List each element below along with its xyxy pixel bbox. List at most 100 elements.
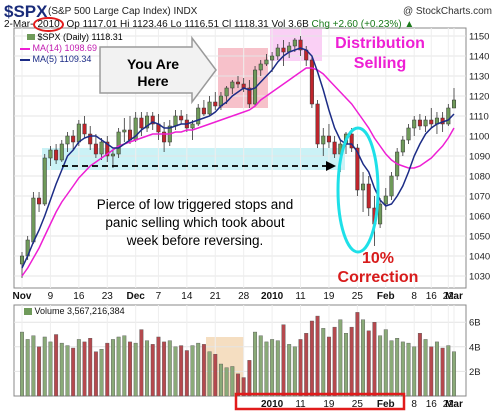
volume-axis-tick: 6B xyxy=(469,318,481,329)
volume-bar xyxy=(338,319,343,397)
candle-up xyxy=(76,123,81,143)
pierce-line2: panic selling which took about xyxy=(105,215,285,230)
you-are-here-arrow-icon xyxy=(99,35,217,105)
correction-line2: Correction xyxy=(337,269,419,286)
volume-x-axis-label: 2010 xyxy=(261,399,284,410)
x-axis-label: 28 xyxy=(238,291,250,302)
candle-up xyxy=(99,141,104,155)
volume-x-axis-label: 19 xyxy=(323,399,335,410)
legend-ma5-label: MA(5) 1109.34 xyxy=(32,54,92,64)
x-axis-label: 2010 xyxy=(261,291,284,302)
volume-bar xyxy=(105,342,110,397)
candle-down xyxy=(105,141,110,157)
candle-up xyxy=(423,119,428,127)
candle-up xyxy=(110,153,115,157)
open-value: Op 1117.01 xyxy=(66,19,118,30)
volume-bar xyxy=(139,329,144,397)
date-prefix: 2-Mar- xyxy=(4,19,34,30)
candle-up xyxy=(412,119,417,129)
candle-up xyxy=(321,135,326,145)
volume-bar xyxy=(349,326,354,397)
volume-bar xyxy=(281,324,286,397)
close-value: Cl 1118.31 xyxy=(221,19,269,30)
candle-down xyxy=(326,135,331,143)
volume-value: Vol 3.6B xyxy=(271,19,309,30)
volume-bar xyxy=(59,342,64,397)
exchange-label: INDX xyxy=(173,6,198,17)
candle-down xyxy=(201,107,206,115)
legend-ma14-label: MA(14) 1098.69 xyxy=(32,43,98,53)
candle-down xyxy=(366,183,371,209)
change-arrow-icon: ▲ xyxy=(404,19,415,30)
volume-bar xyxy=(309,320,314,397)
volume-bar xyxy=(122,335,127,397)
source-label: @ StockCharts.com xyxy=(402,6,492,17)
price-axis-tick: 1130 xyxy=(469,72,489,83)
volume-bar xyxy=(264,341,269,397)
price-axis-tick: 1070 xyxy=(469,192,490,203)
volume-bar xyxy=(207,351,212,397)
candle-up xyxy=(42,157,47,205)
correction-label: 10% Correction xyxy=(330,249,426,287)
volume-bar xyxy=(429,346,434,397)
candle-down xyxy=(417,119,422,127)
legend-price-swatch xyxy=(27,34,35,40)
candle-down xyxy=(332,141,337,155)
price-axis-tick: 1110 xyxy=(469,112,489,123)
candle-down xyxy=(88,133,93,145)
volume-swatch xyxy=(24,308,32,316)
correction-line1: 10% xyxy=(361,250,395,267)
volume-bar xyxy=(241,377,246,397)
price-panel: 1030104010501060107010801090110011101120… xyxy=(13,27,490,302)
candle-up xyxy=(270,55,275,61)
candle-up xyxy=(275,47,280,57)
volume-bar xyxy=(423,339,428,397)
candle-up xyxy=(116,131,121,155)
candle-up xyxy=(196,107,201,125)
candle-up xyxy=(383,195,388,205)
volume-bar xyxy=(326,336,331,397)
volume-bar xyxy=(20,331,24,397)
candle-up xyxy=(207,101,212,115)
volume-x-axis-label: Mar xyxy=(445,399,463,410)
candle-down xyxy=(179,115,184,121)
volume-label-text: Volume 3,567,216,384 xyxy=(34,306,125,316)
candle-up xyxy=(446,107,451,125)
volume-bar xyxy=(156,336,161,397)
distribution-line2: Selling xyxy=(353,55,407,72)
legend-ma5-swatch xyxy=(20,58,30,61)
candle-down xyxy=(139,117,144,129)
volume-x-axis-label: 8 xyxy=(411,399,417,410)
candle-up xyxy=(122,129,127,133)
candle-down xyxy=(349,133,354,149)
candle-up xyxy=(190,123,195,129)
x-axis-label: Dec xyxy=(127,291,146,302)
x-axis-label: 19 xyxy=(323,291,335,302)
candle-down xyxy=(281,47,286,53)
volume-bar xyxy=(236,373,240,397)
volume-bar xyxy=(218,363,223,397)
volume-bar xyxy=(321,328,326,397)
volume-x-axis-label: 11 xyxy=(295,399,306,410)
price-axis-tick: 1120 xyxy=(469,92,489,103)
candle-up xyxy=(378,203,383,225)
volume-bar xyxy=(88,338,93,397)
volume-bar xyxy=(167,340,172,397)
volume-bar xyxy=(253,331,258,397)
volume-bar xyxy=(344,333,348,397)
volume-bar xyxy=(412,346,417,397)
candle-down xyxy=(309,59,314,105)
volume-bar xyxy=(54,334,59,397)
date-year-circled: 2010 xyxy=(33,17,64,32)
volume-bar xyxy=(406,342,411,397)
x-axis-label: 7 xyxy=(156,291,162,302)
volume-bar xyxy=(361,319,366,397)
candle-down xyxy=(37,197,42,205)
change-value: Chg +2.60 (+0.23%) xyxy=(311,19,402,30)
x-axis-label: 23 xyxy=(102,291,114,302)
volume-x-axis-label: 22 xyxy=(443,399,455,410)
candle-up xyxy=(292,39,297,47)
candle-down xyxy=(93,143,98,155)
volume-bar xyxy=(389,340,394,397)
